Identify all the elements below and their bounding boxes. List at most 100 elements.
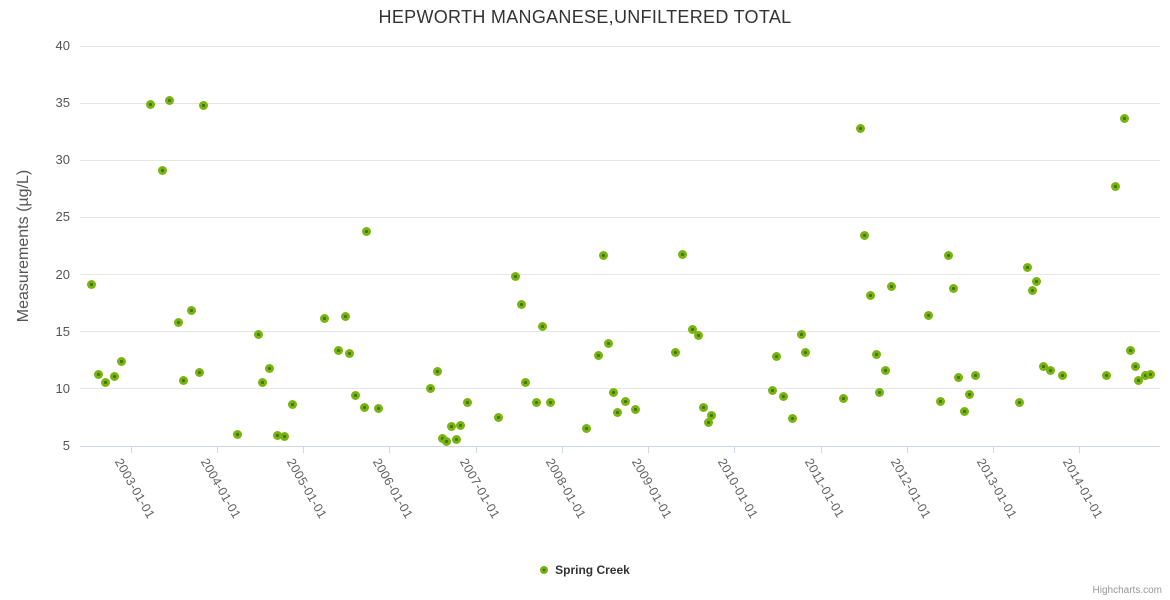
data-point[interactable] — [157, 166, 167, 176]
data-point[interactable] — [164, 96, 174, 106]
data-point[interactable] — [511, 272, 521, 282]
data-point[interactable] — [954, 372, 964, 382]
data-point[interactable] — [800, 347, 810, 357]
data-point[interactable] — [936, 396, 946, 406]
data-point[interactable] — [970, 370, 980, 380]
data-point[interactable] — [455, 420, 465, 430]
data-point[interactable] — [265, 363, 275, 373]
data-point[interactable] — [280, 432, 290, 442]
data-point[interactable] — [787, 414, 797, 424]
data-point[interactable] — [447, 422, 457, 432]
data-point[interactable] — [581, 424, 591, 434]
data-point[interactable] — [145, 99, 155, 109]
data-point[interactable] — [362, 226, 372, 236]
data-point[interactable] — [174, 318, 184, 328]
data-point[interactable] — [688, 324, 698, 334]
data-point[interactable] — [452, 434, 462, 444]
data-point[interactable] — [838, 393, 848, 403]
data-point[interactable] — [693, 330, 703, 340]
data-point[interactable] — [886, 281, 896, 291]
data-point[interactable] — [493, 412, 503, 422]
data-point[interactable] — [333, 345, 343, 355]
data-point[interactable] — [374, 403, 384, 413]
data-point[interactable] — [532, 398, 542, 408]
data-point[interactable] — [272, 431, 282, 441]
data-point[interactable] — [186, 305, 196, 315]
data-point[interactable] — [86, 280, 96, 290]
data-point[interactable] — [1046, 366, 1056, 376]
x-tick-label: 2009-01-01 — [629, 456, 675, 521]
legend-item-spring-creek[interactable]: Spring Creek — [540, 563, 630, 577]
data-point[interactable] — [703, 417, 713, 427]
data-point[interactable] — [516, 299, 526, 309]
data-point[interactable] — [924, 311, 934, 321]
data-point[interactable] — [860, 231, 870, 241]
data-point[interactable] — [320, 313, 330, 323]
data-point[interactable] — [254, 329, 264, 339]
data-point[interactable] — [706, 410, 716, 420]
data-point[interactable] — [1028, 286, 1038, 296]
data-point[interactable] — [855, 123, 865, 133]
highcharts-credits-link[interactable]: Highcharts.com — [1092, 585, 1162, 596]
data-point[interactable] — [537, 321, 547, 331]
data-point[interactable] — [199, 100, 209, 110]
data-point[interactable] — [233, 430, 243, 440]
data-point[interactable] — [1032, 276, 1042, 286]
data-point[interactable] — [351, 391, 361, 401]
data-point[interactable] — [865, 290, 875, 300]
data-point[interactable] — [258, 377, 268, 387]
data-point[interactable] — [1145, 369, 1155, 379]
x-tick — [993, 447, 995, 453]
data-point[interactable] — [1023, 263, 1033, 273]
data-point[interactable] — [881, 366, 891, 376]
data-point[interactable] — [1125, 345, 1135, 355]
data-point[interactable] — [678, 249, 688, 259]
data-point[interactable] — [944, 250, 954, 260]
data-point[interactable] — [960, 407, 970, 417]
data-point[interactable] — [1015, 398, 1025, 408]
data-point[interactable] — [1133, 376, 1143, 386]
data-point[interactable] — [1130, 361, 1140, 371]
data-point[interactable] — [796, 329, 806, 339]
data-point[interactable] — [613, 408, 623, 418]
data-point[interactable] — [767, 385, 777, 395]
y-gridline — [80, 45, 1160, 47]
data-point[interactable] — [698, 402, 708, 412]
data-point[interactable] — [1102, 370, 1112, 380]
data-point[interactable] — [871, 350, 881, 360]
data-point[interactable] — [603, 338, 613, 348]
data-point[interactable] — [949, 283, 959, 293]
data-point[interactable] — [360, 402, 370, 412]
data-point[interactable] — [442, 436, 452, 446]
x-tick-label: 2007-01-01 — [456, 456, 503, 521]
data-point[interactable] — [598, 250, 608, 260]
data-point[interactable] — [194, 368, 204, 378]
data-point[interactable] — [179, 376, 189, 386]
data-point[interactable] — [341, 312, 351, 322]
data-point[interactable] — [1111, 182, 1121, 192]
data-point[interactable] — [594, 351, 604, 361]
data-point[interactable] — [426, 384, 436, 394]
data-point[interactable] — [521, 377, 531, 387]
data-point[interactable] — [545, 398, 555, 408]
data-point[interactable] — [1119, 113, 1129, 123]
data-point[interactable] — [671, 347, 681, 357]
data-point[interactable] — [345, 348, 355, 358]
data-point[interactable] — [1039, 361, 1049, 371]
data-point[interactable] — [463, 398, 473, 408]
data-point[interactable] — [288, 400, 298, 410]
data-point[interactable] — [93, 369, 103, 379]
data-point[interactable] — [116, 356, 126, 366]
data-point[interactable] — [965, 390, 975, 400]
data-point[interactable] — [771, 352, 781, 362]
data-point[interactable] — [779, 392, 789, 402]
data-point[interactable] — [433, 367, 443, 377]
data-point[interactable] — [631, 404, 641, 414]
data-point[interactable] — [101, 377, 111, 387]
data-point[interactable] — [608, 387, 618, 397]
data-point[interactable] — [875, 387, 885, 397]
data-point[interactable] — [621, 396, 631, 406]
data-point[interactable] — [109, 371, 119, 381]
data-point[interactable] — [1058, 370, 1068, 380]
data-point[interactable] — [1140, 370, 1150, 380]
